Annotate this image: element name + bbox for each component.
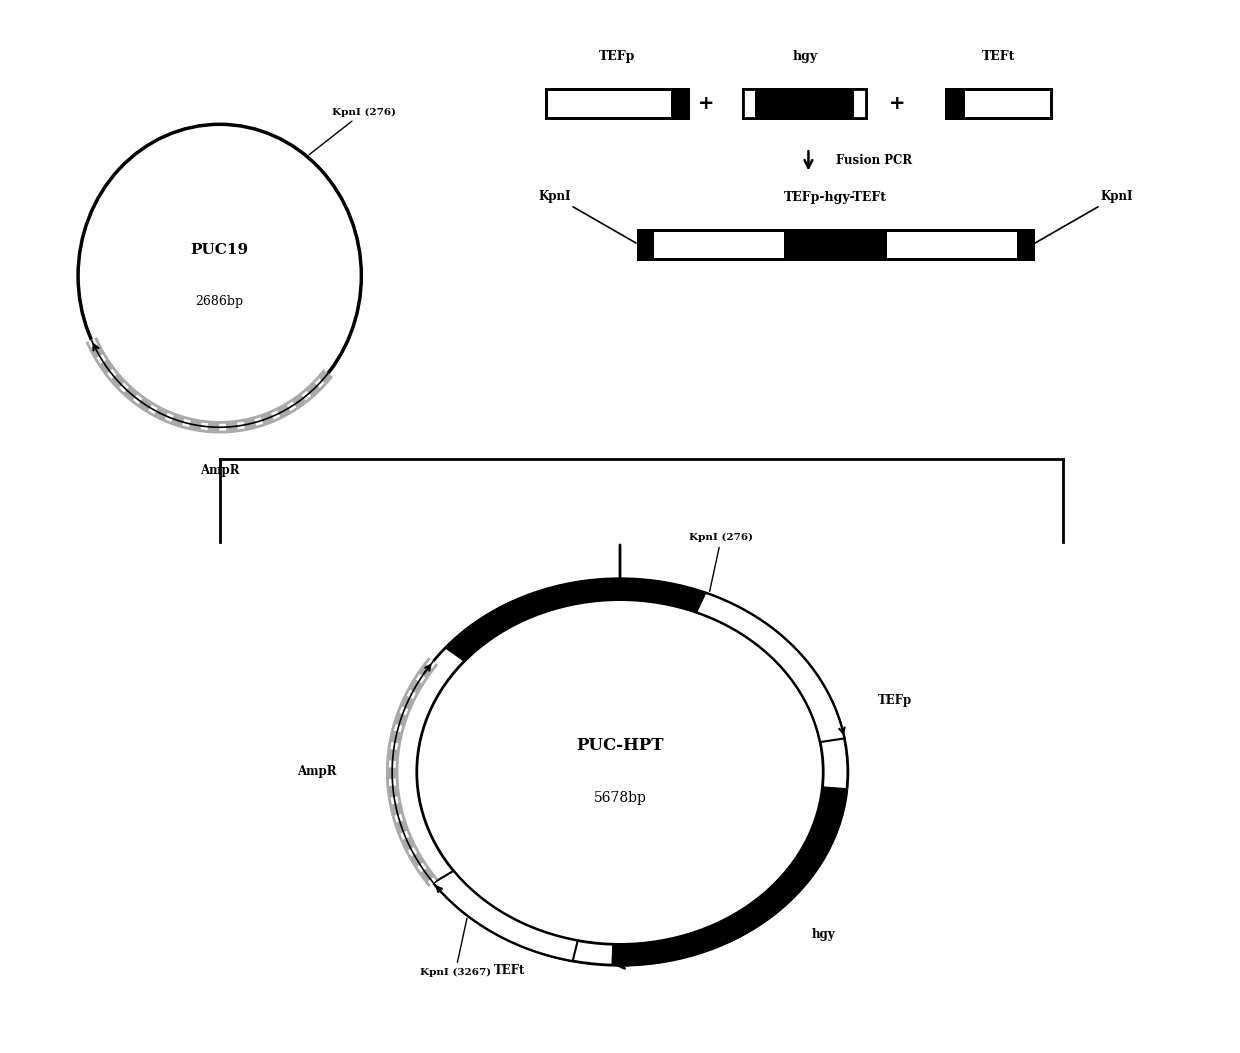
Bar	[1017, 230, 1033, 259]
Text: 5678bp: 5678bp	[594, 791, 646, 806]
Text: TEFp: TEFp	[599, 49, 635, 63]
Text: KpnI (276): KpnI (276)	[309, 107, 396, 155]
Polygon shape	[613, 787, 847, 966]
Bar	[546, 88, 688, 118]
Bar	[946, 88, 965, 118]
Text: TEFt: TEFt	[982, 49, 1016, 63]
Text: Fusion PCR: Fusion PCR	[836, 155, 911, 167]
Text: KpnI: KpnI	[538, 190, 636, 243]
Bar	[671, 88, 688, 118]
Bar	[946, 88, 1052, 118]
Bar	[639, 230, 1033, 259]
Text: hgy: hgy	[812, 928, 836, 941]
Polygon shape	[696, 593, 844, 742]
Bar	[743, 88, 867, 118]
Text: KpnI: KpnI	[1035, 190, 1133, 243]
Text: AmpR: AmpR	[298, 766, 337, 778]
Text: +: +	[698, 94, 714, 113]
Text: KpnI (276): KpnI (276)	[689, 533, 754, 592]
Text: AmpR: AmpR	[200, 463, 239, 477]
Text: 2686bp: 2686bp	[196, 296, 244, 309]
Text: PUC-HPT: PUC-HPT	[577, 737, 663, 754]
Bar	[639, 230, 655, 259]
Bar	[785, 230, 887, 259]
Text: KpnI (3267): KpnI (3267)	[419, 918, 491, 977]
Text: hgy: hgy	[792, 49, 817, 63]
Polygon shape	[445, 579, 706, 661]
Bar	[946, 88, 1052, 118]
Text: TEFp: TEFp	[878, 695, 911, 708]
Bar	[639, 230, 1033, 259]
Text: +: +	[889, 94, 905, 113]
Text: TEFp-hgy-TEFt: TEFp-hgy-TEFt	[784, 191, 887, 203]
Text: PUC19: PUC19	[191, 242, 249, 257]
Bar	[854, 88, 867, 118]
Text: TEFt: TEFt	[494, 965, 526, 977]
Bar	[743, 88, 755, 118]
Bar	[743, 88, 867, 118]
Bar	[743, 88, 867, 118]
Polygon shape	[433, 871, 578, 961]
Bar	[546, 88, 688, 118]
